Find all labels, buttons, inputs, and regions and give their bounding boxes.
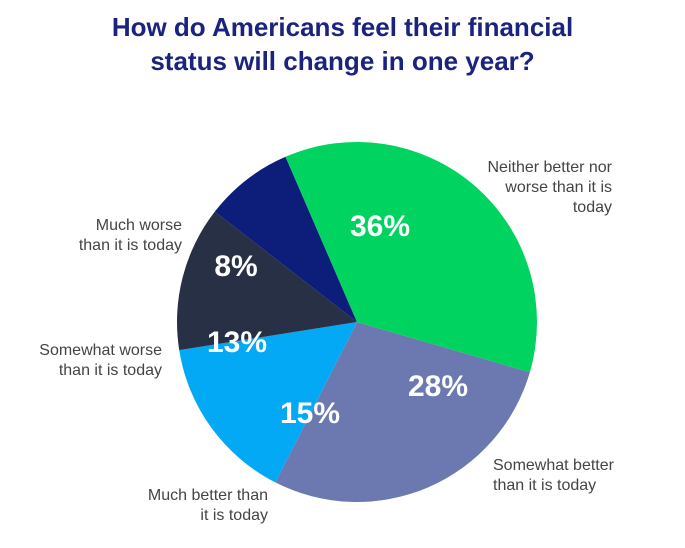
pie-slice-2	[177, 211, 357, 351]
category-label-3: Much worse than it is today	[79, 217, 182, 254]
category-label-line: than it is today	[493, 477, 596, 494]
pie-slice-4	[285, 141, 537, 373]
value-label-4: 36%	[350, 210, 410, 243]
value-label-3: 8%	[214, 250, 257, 283]
category-label-1: Much better than it is today	[148, 487, 268, 524]
pie-slice-3	[214, 156, 357, 322]
value-label-1: 15%	[280, 397, 340, 430]
pie-slice-0	[275, 322, 530, 502]
category-label-line: Much better than	[148, 487, 268, 504]
category-label-line: Much worse	[96, 217, 182, 234]
value-labels: 28% 15% 13% 8% 36%	[207, 210, 468, 430]
pie-slice-1	[179, 322, 357, 483]
pie-slices	[177, 141, 537, 502]
value-label-0: 28%	[408, 370, 468, 403]
category-label-line: it is today	[200, 507, 268, 524]
category-label-line: worse than it is	[504, 179, 612, 196]
chart-title: How do Americans feel their financial st…	[111, 12, 574, 76]
category-label-2: Somewhat worse than it is today	[39, 342, 162, 379]
category-label-4: Neither better nor worse than it is today	[487, 159, 612, 216]
category-label-line: today	[573, 199, 612, 216]
category-labels: Somewhat better than it is today Much bett…	[39, 159, 614, 524]
category-label-line: Somewhat better	[493, 457, 615, 474]
value-label-2: 13%	[207, 326, 267, 359]
category-label-line: than it is today	[79, 237, 182, 254]
category-label-line: Somewhat worse	[39, 342, 162, 359]
category-label-0: Somewhat better than it is today	[493, 457, 615, 494]
category-label-line: than it is today	[59, 362, 162, 379]
category-label-line: Neither better nor	[487, 159, 612, 176]
